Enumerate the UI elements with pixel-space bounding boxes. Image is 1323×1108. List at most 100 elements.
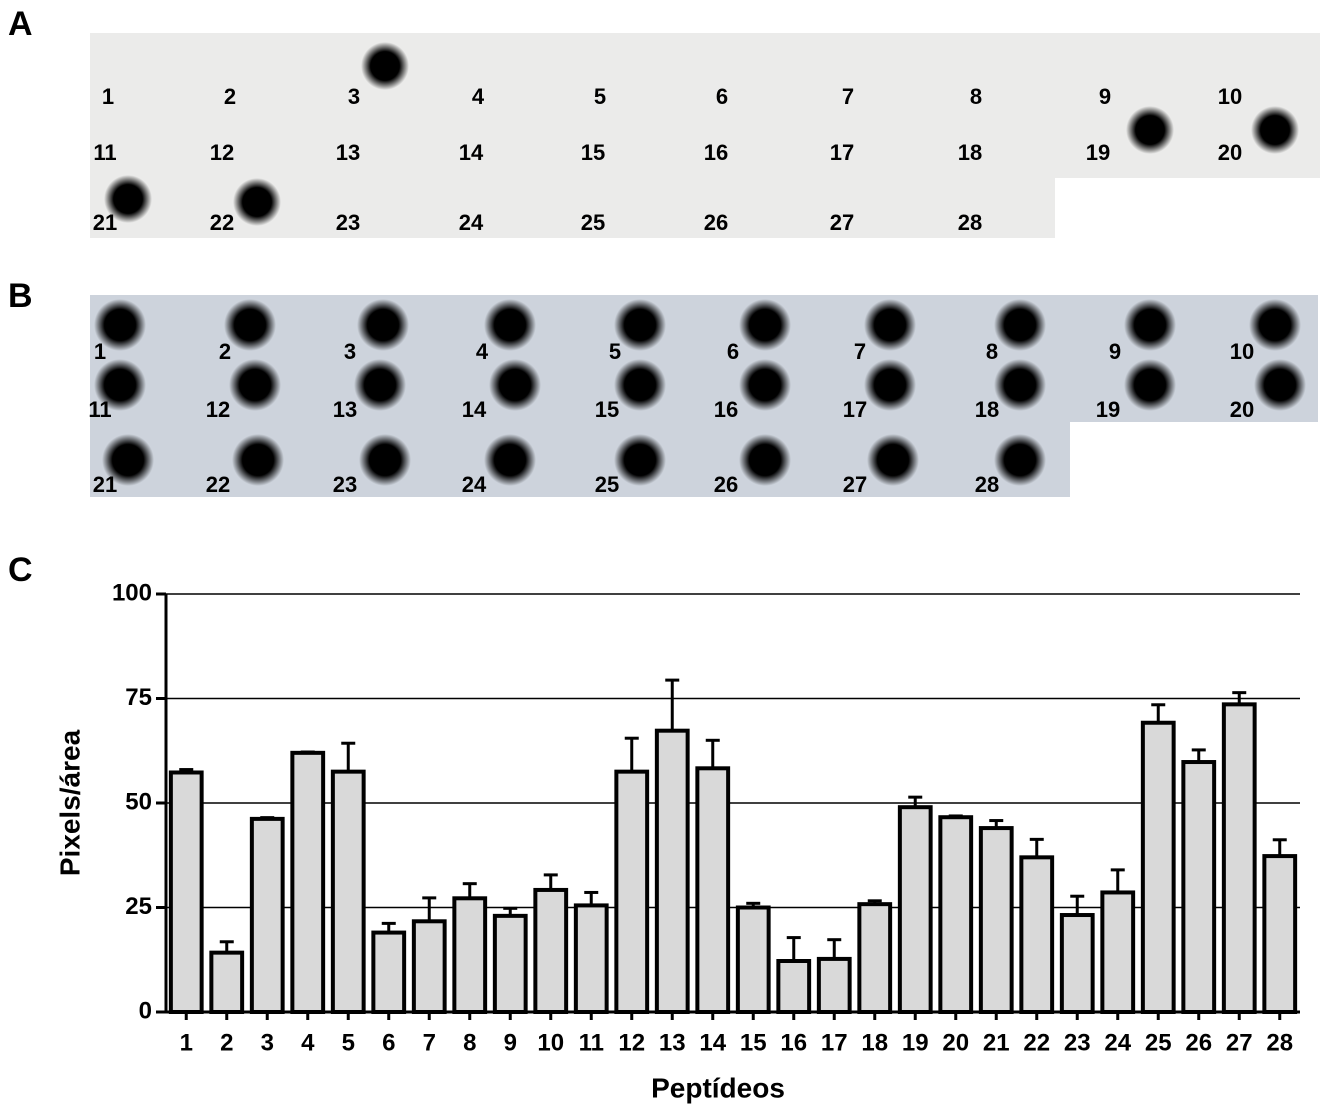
spot-label: 21 [93, 210, 117, 235]
bar [654, 728, 690, 1014]
spot [102, 434, 154, 486]
spot-label: 26 [714, 472, 738, 497]
x-tick-label: 15 [740, 1029, 767, 1056]
spot [359, 434, 411, 486]
spot [233, 178, 281, 226]
spot-label: 28 [958, 210, 982, 235]
spot [614, 359, 666, 411]
x-tick-label: 3 [261, 1029, 274, 1056]
panel-label: C [8, 551, 33, 589]
x-tick-label: 24 [1104, 1029, 1131, 1056]
x-tick-label: 14 [699, 1029, 726, 1056]
spot-label: 12 [206, 397, 230, 422]
x-tick-label: 21 [983, 1029, 1010, 1056]
spot [354, 359, 406, 411]
spot-label: 24 [462, 472, 487, 497]
spot-label: 25 [595, 472, 619, 497]
x-tick-label: 22 [1023, 1029, 1050, 1056]
bar [371, 930, 407, 1015]
spot [229, 359, 281, 411]
spot-label: 4 [476, 339, 489, 364]
bar [1221, 702, 1257, 1014]
spot-label: 16 [714, 397, 738, 422]
x-tick-label: 9 [504, 1029, 517, 1056]
spot-label: 9 [1109, 339, 1121, 364]
bar [452, 896, 488, 1015]
bar [533, 887, 569, 1014]
spot [1254, 359, 1306, 411]
y-tick-label: 100 [112, 579, 152, 606]
spot [104, 175, 152, 223]
spot [739, 359, 791, 411]
spot [484, 299, 536, 351]
spot [994, 434, 1046, 486]
bar [1059, 913, 1095, 1014]
bar [816, 956, 852, 1014]
spot [994, 359, 1046, 411]
spot-label: 1 [94, 339, 106, 364]
bar [1262, 854, 1298, 1014]
x-tick-label: 28 [1266, 1029, 1293, 1056]
bar [411, 919, 447, 1015]
spot-label: 27 [843, 472, 867, 497]
spot-label: 8 [986, 339, 998, 364]
spot [361, 42, 409, 90]
x-tick-label: 19 [902, 1029, 929, 1056]
spot [489, 359, 541, 411]
spot [357, 299, 409, 351]
x-tick-label: 16 [780, 1029, 807, 1056]
spot [739, 434, 791, 486]
spot-label: 14 [462, 397, 487, 422]
bar [290, 750, 326, 1015]
bar [978, 826, 1014, 1015]
y-axis-label: Pixels/área [54, 729, 85, 876]
y-tick-label: 25 [125, 893, 152, 920]
x-tick-label: 8 [463, 1029, 476, 1056]
spot-label: 14 [459, 140, 484, 165]
spot-label: 2 [219, 339, 231, 364]
spot [994, 299, 1046, 351]
y-tick-label: 75 [125, 684, 152, 711]
spot-label: 4 [472, 84, 485, 109]
panel-label: B [8, 277, 33, 315]
spot-label: 3 [344, 339, 356, 364]
x-tick-label: 10 [537, 1029, 564, 1056]
spot-label: 18 [975, 397, 999, 422]
spot-label: 20 [1218, 140, 1242, 165]
x-tick-label: 12 [618, 1029, 645, 1056]
bar [1181, 760, 1217, 1015]
spot-label: 17 [830, 140, 854, 165]
x-tick-label: 1 [180, 1029, 193, 1056]
bar [330, 769, 366, 1015]
spot [864, 359, 916, 411]
x-tick-label: 13 [659, 1029, 686, 1056]
bar [695, 766, 731, 1015]
bar [776, 959, 812, 1015]
spot-label: 15 [581, 140, 605, 165]
x-tick-label: 5 [342, 1029, 355, 1056]
spot [614, 434, 666, 486]
spot [1126, 106, 1174, 154]
y-tick-label: 0 [139, 997, 152, 1024]
spot [1249, 299, 1301, 351]
bar [938, 815, 974, 1014]
spot-label: 11 [93, 140, 116, 165]
x-tick-label: 11 [579, 1029, 604, 1056]
spot-label: 22 [210, 210, 234, 235]
spot-label: 24 [459, 210, 484, 235]
spot [224, 299, 276, 351]
spot-label: 22 [206, 472, 230, 497]
bar [614, 769, 650, 1015]
spot-label: 5 [609, 339, 621, 364]
x-tick-label: 25 [1145, 1029, 1172, 1056]
spot-label: 2 [224, 84, 236, 109]
spot [1124, 299, 1176, 351]
spot-label: 6 [716, 84, 728, 109]
spot-label: 11 [88, 397, 111, 422]
y-tick-label: 50 [125, 788, 152, 815]
spot [94, 299, 146, 351]
